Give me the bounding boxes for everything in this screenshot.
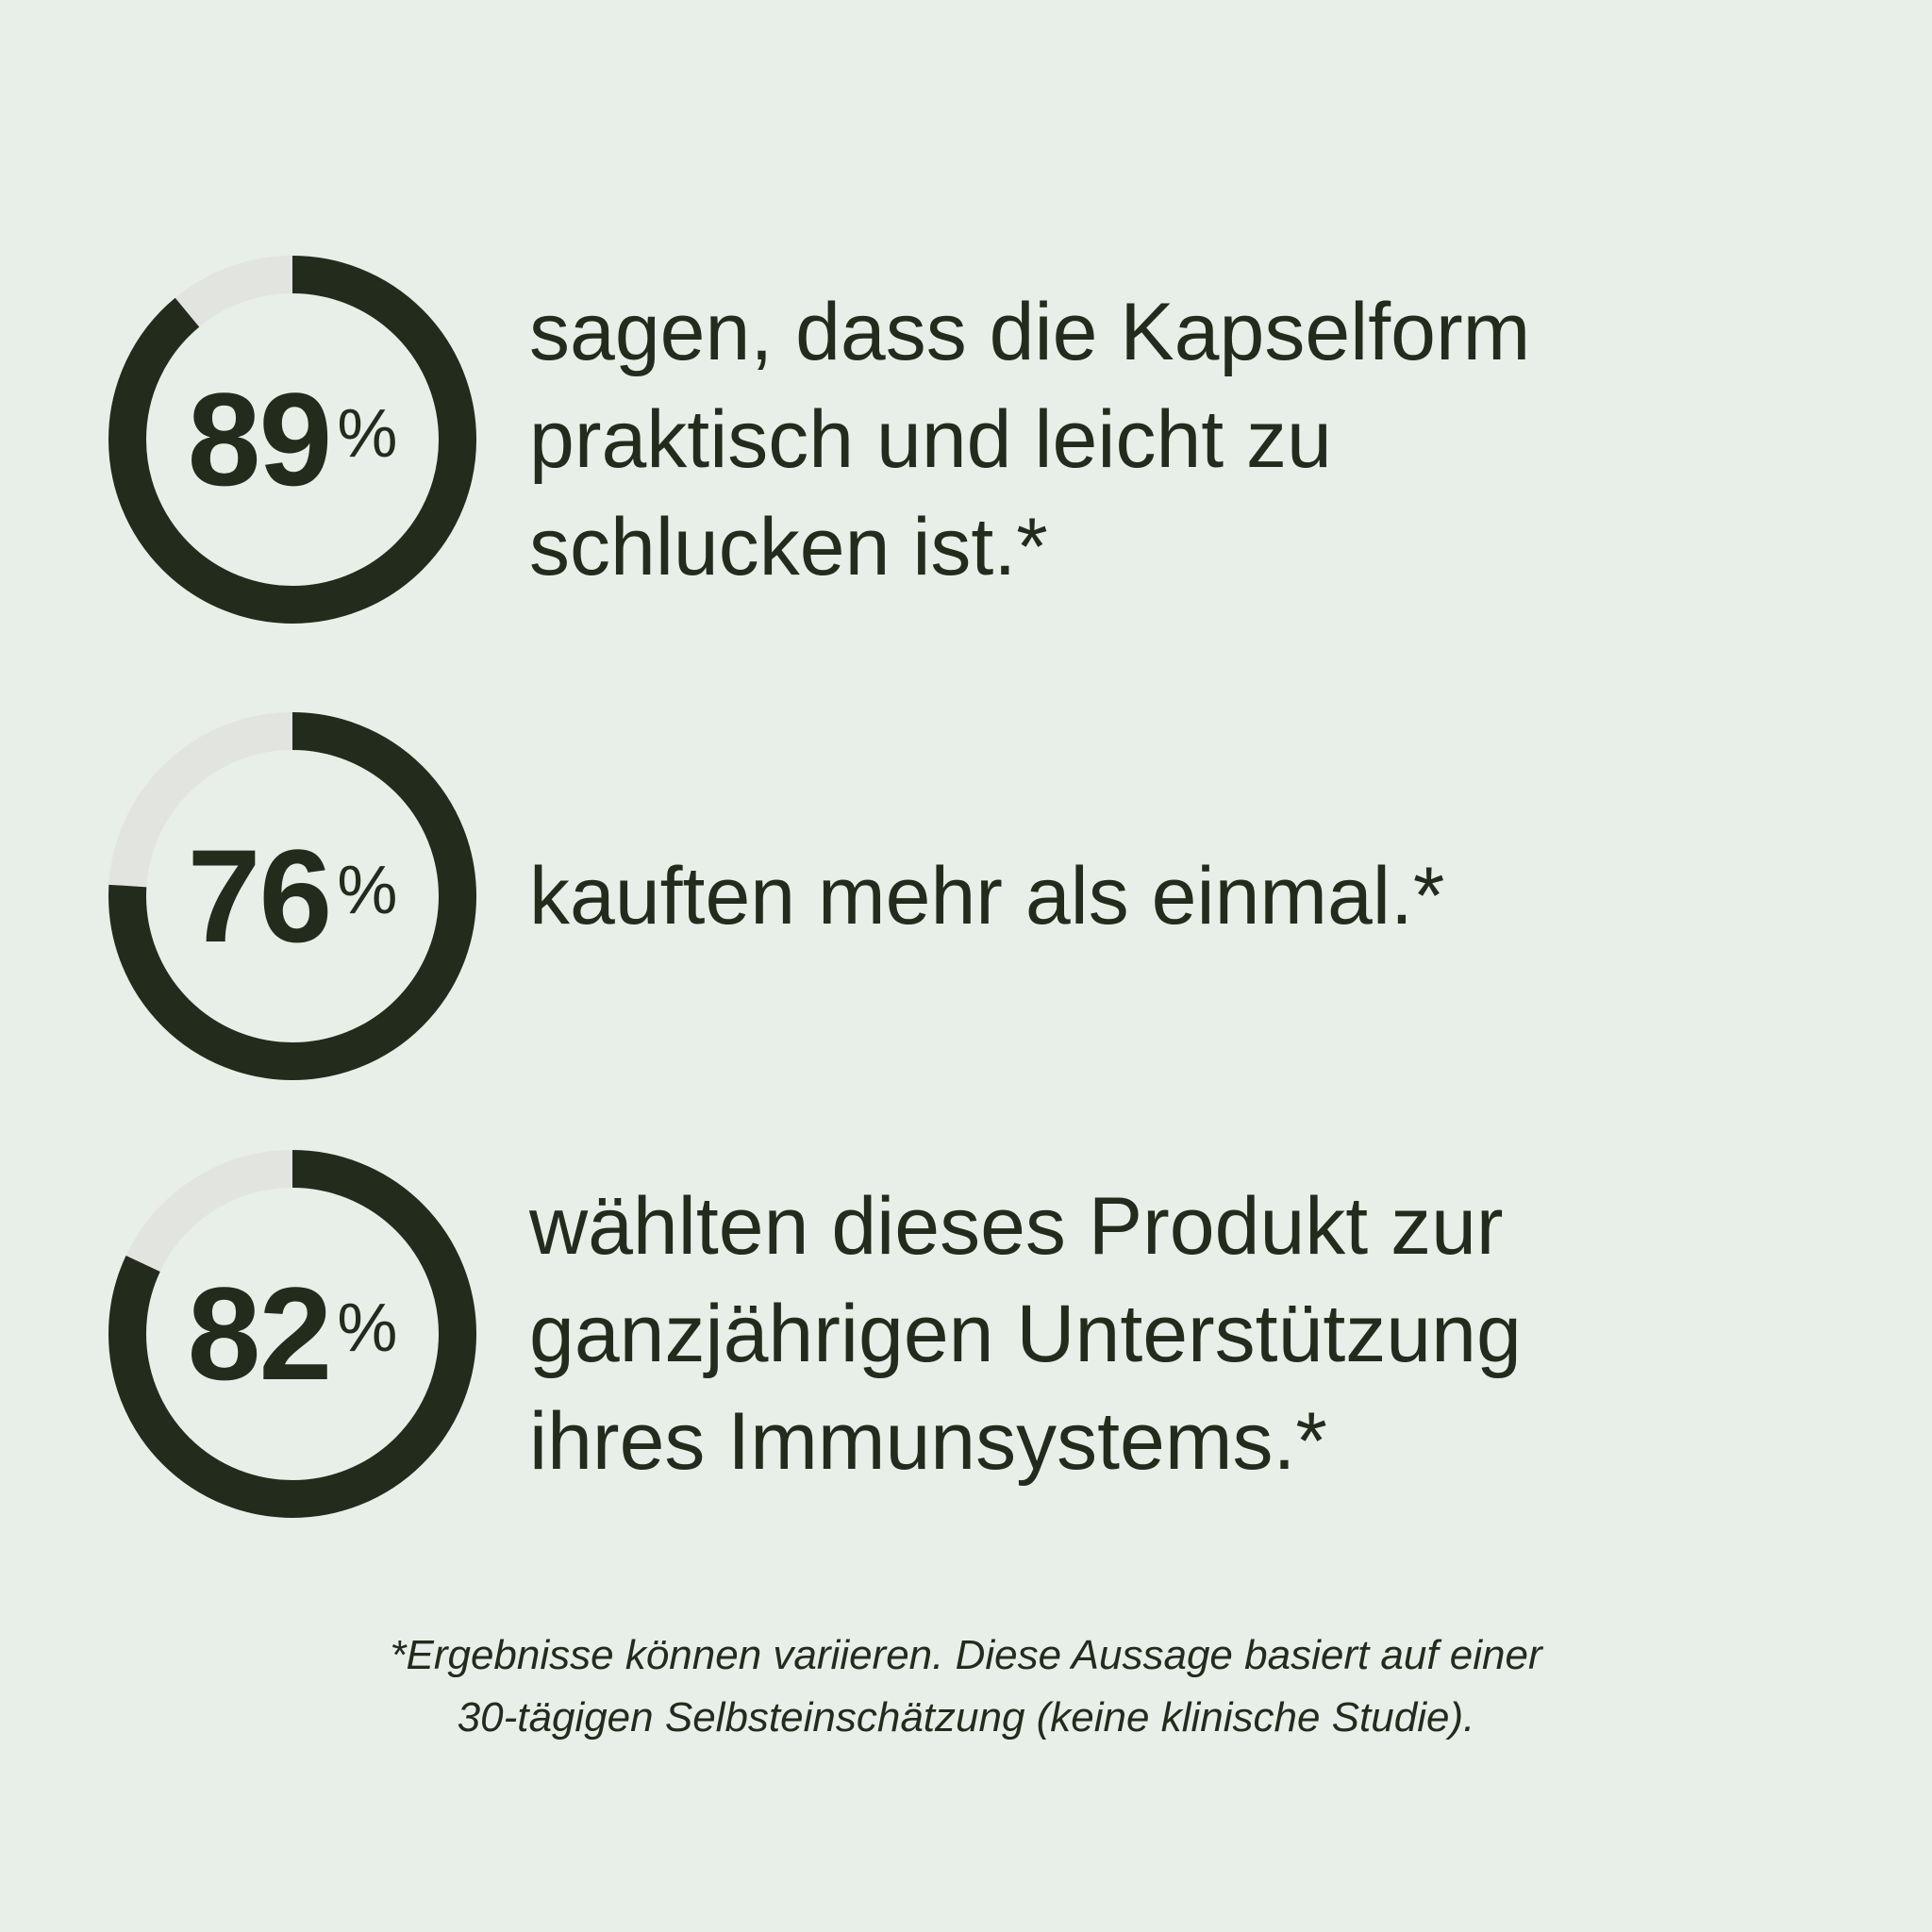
stat-row-2: 76 % kauften mehr als einmal.*	[108, 712, 1444, 1080]
stat-text-line: sagen, dass die Kapselform	[529, 287, 1531, 377]
stat-value-group: 82 %	[108, 1150, 476, 1518]
footnote-line: 30-tägigen Selbsteinschätzung (keine kli…	[457, 1694, 1475, 1740]
donut-ring-icon	[108, 256, 476, 624]
stat-text-line: kauften mehr als einmal.*	[529, 851, 1445, 941]
stat-text: wählten dieses Produkt zur ganzjährigen …	[529, 1173, 1522, 1495]
donut-chart-2: 76 %	[108, 712, 476, 1080]
donut-chart-3: 82 %	[108, 1150, 476, 1518]
stat-value-group: 89 %	[108, 256, 476, 624]
stat-value-group: 76 %	[108, 712, 476, 1080]
percent-sign: %	[337, 853, 398, 928]
stat-text-line: ihres Immunsystems.*	[529, 1396, 1327, 1487]
stat-text-line: praktisch und leicht zu	[529, 394, 1332, 485]
percent-sign: %	[337, 396, 398, 472]
stat-row-1: 89 % sagen, dass die Kapselform praktisc…	[108, 256, 1530, 624]
donut-ring-icon	[108, 712, 476, 1080]
stat-value: 82	[187, 1259, 333, 1407]
stat-text: kauften mehr als einmal.*	[529, 842, 1444, 950]
footnote: *Ergebnisse können variieren. Diese Auss…	[0, 1624, 1932, 1749]
percent-sign: %	[337, 1291, 398, 1366]
stat-text-line: schlucken ist.*	[529, 502, 1048, 592]
footnote-line: *Ergebnisse können variieren. Diese Auss…	[390, 1632, 1542, 1678]
stat-value: 89	[187, 365, 333, 513]
stat-value: 76	[187, 822, 333, 970]
stat-text-line: wählten dieses Produkt zur	[529, 1181, 1504, 1272]
stat-text: sagen, dass die Kapselform praktisch und…	[529, 278, 1530, 601]
stat-text-line: ganzjährigen Unterstützung	[529, 1289, 1522, 1379]
stat-row-3: 82 % wählten dieses Produkt zur ganzjähr…	[108, 1150, 1522, 1518]
donut-chart-1: 89 %	[108, 256, 476, 624]
donut-ring-icon	[108, 1150, 476, 1518]
